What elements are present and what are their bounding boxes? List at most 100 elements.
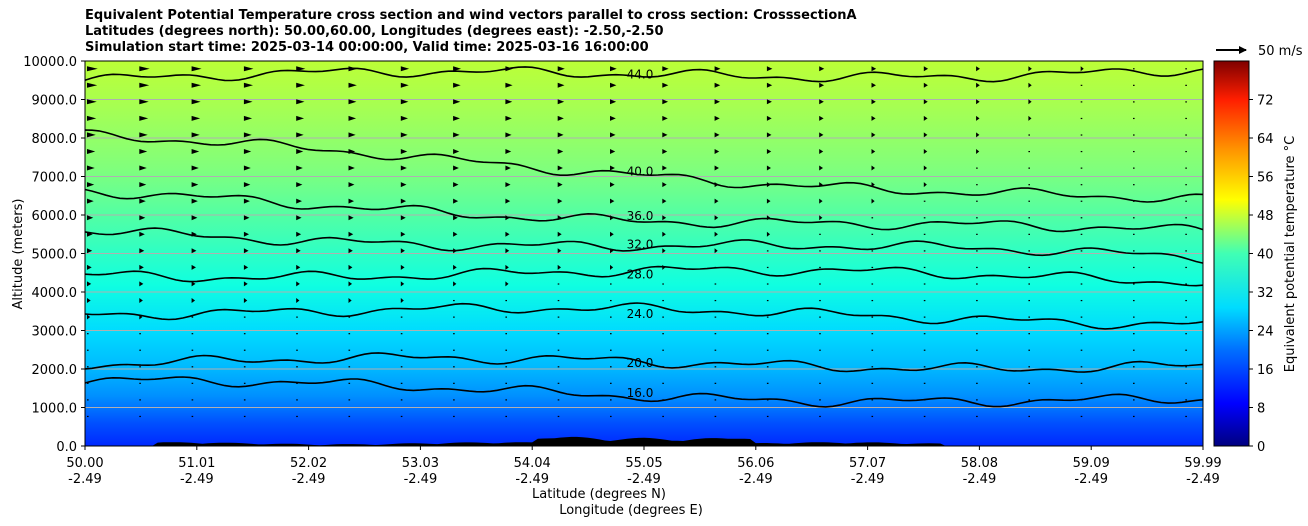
wind-vector	[505, 264, 509, 270]
contour-20	[84, 352, 1204, 373]
wind-vector	[348, 382, 351, 384]
wind-vector	[191, 264, 196, 270]
x-tick-label-lat: 56.06	[737, 456, 774, 471]
wind-vector	[610, 299, 612, 302]
wind-vector	[296, 382, 298, 384]
wind-vector	[1133, 382, 1135, 384]
wind-vector	[714, 66, 721, 72]
colorbar	[1213, 60, 1250, 447]
wind-vector	[1028, 366, 1030, 368]
wind-vector	[296, 366, 298, 368]
wind-vector	[243, 366, 246, 368]
wind-vector	[243, 115, 253, 121]
wind-vector	[453, 198, 459, 204]
wind-vector	[1080, 415, 1083, 418]
wind-vector	[819, 299, 821, 302]
wind-vector	[1185, 283, 1187, 285]
wind-vector	[662, 148, 668, 154]
wind-vector	[1133, 266, 1135, 269]
wind-vector	[610, 283, 612, 285]
wind-vector	[714, 198, 719, 204]
wind-vector	[557, 115, 564, 121]
colorbar-tick-label: 0	[1257, 440, 1265, 455]
wind-vector	[871, 233, 874, 235]
wind-vector	[819, 198, 823, 204]
x-tick-label-lon: -2.49	[1074, 472, 1108, 487]
x-tick-label-lat: 58.08	[961, 456, 998, 471]
wind-vector	[400, 132, 408, 138]
wind-vector	[139, 366, 141, 368]
wind-vector	[976, 366, 978, 368]
x-tick-label-lat: 51.01	[178, 456, 215, 471]
contour-16	[84, 376, 1204, 408]
wind-vector	[1185, 200, 1187, 202]
x-tick-label-lat: 52.02	[290, 456, 327, 471]
wind-vector	[714, 349, 717, 351]
title-line-2: Latitudes (degrees north): 50.00,60.00, …	[85, 24, 664, 39]
wind-vector	[296, 248, 301, 254]
wind-vector	[819, 415, 821, 418]
wind-vector	[400, 198, 407, 204]
wind-vector	[819, 382, 821, 384]
wind-vector	[976, 349, 978, 351]
wind-vector	[976, 399, 978, 401]
contour-label: 44.0	[627, 68, 654, 82]
wind-vector	[1133, 217, 1135, 219]
wind-vector	[505, 316, 507, 318]
wind-vector	[766, 198, 771, 204]
x-tick-label-lon: -2.49	[963, 472, 997, 487]
wind-vector	[1028, 115, 1032, 121]
wind-vector	[243, 349, 246, 351]
wind-vector	[557, 283, 560, 285]
x-tick-label-lon: -2.49	[1186, 472, 1220, 487]
wind-vector	[191, 399, 194, 401]
wind-vector	[400, 115, 408, 121]
wind-vector	[191, 281, 196, 287]
wind-vector	[1028, 333, 1030, 335]
x-axis: 50.00-2.4951.01-2.4952.02-2.4953.03-2.49…	[66, 446, 1222, 487]
wind-vector	[139, 182, 147, 188]
wind-vector	[1133, 399, 1135, 401]
wind-vector	[923, 217, 926, 219]
wind-vector	[505, 366, 507, 368]
wind-vector	[1185, 184, 1187, 186]
x-tick-label-lon: -2.49	[851, 472, 885, 487]
wind-vector	[1185, 299, 1187, 302]
wind-vector	[714, 415, 717, 418]
wind-vector	[87, 165, 95, 171]
wind-vector	[923, 349, 926, 351]
wind-vector	[505, 99, 513, 105]
wind-vector	[296, 66, 306, 72]
wind-vector	[610, 415, 612, 418]
wind-vector	[348, 316, 351, 318]
wind-vector	[400, 333, 403, 335]
wind-vector	[766, 283, 769, 285]
wind-vector	[348, 281, 353, 287]
wind-vector	[87, 148, 96, 154]
wind-vector	[139, 215, 146, 221]
wind-vector	[610, 231, 614, 237]
wind-vector	[557, 333, 560, 335]
wind-vector	[1185, 333, 1187, 335]
wind-vector	[400, 182, 407, 188]
wind-vector	[819, 266, 821, 269]
wind-vector	[819, 66, 825, 72]
wind-vector	[400, 264, 405, 270]
wind-vector	[871, 366, 874, 368]
wind-vector	[923, 182, 927, 188]
wind-vector	[557, 415, 560, 418]
wind-vector	[714, 99, 720, 105]
contour-40	[84, 129, 1204, 203]
wind-vector	[871, 399, 874, 401]
wind-vector	[400, 399, 403, 401]
wind-vector	[871, 82, 876, 88]
wind-vector	[610, 264, 614, 270]
wind-vector	[923, 82, 928, 88]
wind-vector	[139, 264, 144, 270]
wind-vector	[1028, 134, 1030, 136]
wind-vector	[1080, 167, 1083, 169]
wind-vector	[819, 399, 821, 401]
wind-vector	[766, 299, 769, 302]
wind-vector	[766, 333, 769, 335]
wind-vector	[87, 99, 97, 105]
